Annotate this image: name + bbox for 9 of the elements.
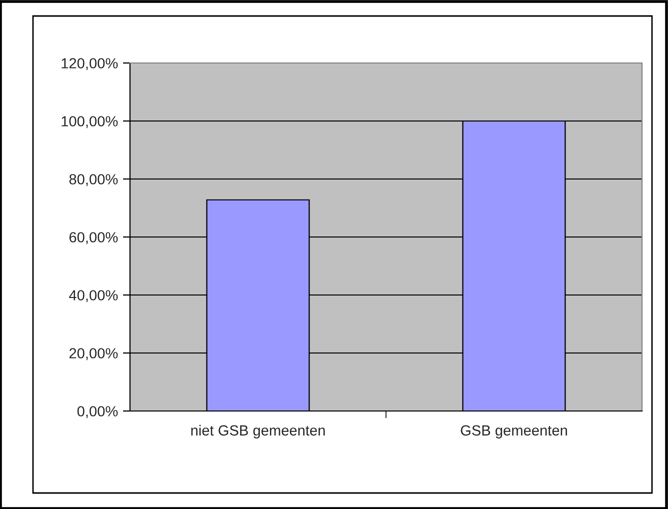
y-tick-label: 40,00% [69,290,118,302]
x-tick-label: niet GSB gemeenten [191,424,325,438]
y-tick-label: 80,00% [69,174,118,186]
y-tick-label: 20,00% [69,348,118,360]
y-tick-label: 100,00% [62,116,118,128]
x-tick-label: GSB gemeenten [460,425,567,438]
y-tick-label: 120,00% [62,58,118,70]
y-tick-label: 0,00% [77,406,118,418]
y-tick-label: 60,00% [69,232,118,244]
